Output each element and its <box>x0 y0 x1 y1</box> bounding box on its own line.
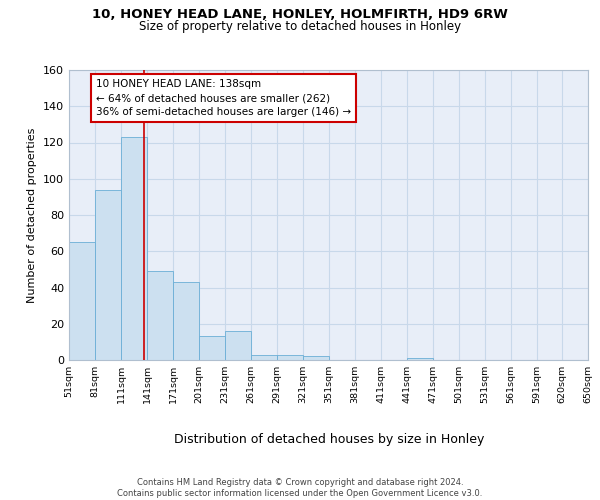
Text: Distribution of detached houses by size in Honley: Distribution of detached houses by size … <box>173 432 484 446</box>
Bar <box>95 190 121 360</box>
Bar <box>407 358 433 360</box>
Text: Size of property relative to detached houses in Honley: Size of property relative to detached ho… <box>139 20 461 33</box>
Bar <box>69 242 95 360</box>
Bar <box>121 137 147 360</box>
Text: 10 HONEY HEAD LANE: 138sqm
← 64% of detached houses are smaller (262)
36% of sem: 10 HONEY HEAD LANE: 138sqm ← 64% of deta… <box>96 79 351 117</box>
Text: 10, HONEY HEAD LANE, HONLEY, HOLMFIRTH, HD9 6RW: 10, HONEY HEAD LANE, HONLEY, HOLMFIRTH, … <box>92 8 508 20</box>
Bar <box>225 331 251 360</box>
Y-axis label: Number of detached properties: Number of detached properties <box>28 128 37 302</box>
Bar <box>173 282 199 360</box>
Bar <box>199 336 225 360</box>
Bar <box>251 354 277 360</box>
Bar <box>147 271 173 360</box>
Bar <box>303 356 329 360</box>
Bar <box>277 354 303 360</box>
Text: Contains HM Land Registry data © Crown copyright and database right 2024.
Contai: Contains HM Land Registry data © Crown c… <box>118 478 482 498</box>
